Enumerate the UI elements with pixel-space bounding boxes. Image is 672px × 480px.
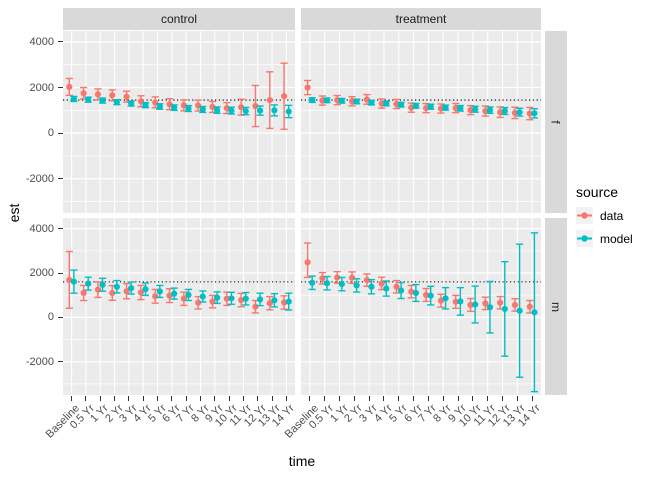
y-axis-title: est	[6, 203, 22, 223]
x-tick-mark	[85, 396, 87, 401]
facet-strip-m-label: m	[549, 301, 563, 312]
legend-label-data: data	[600, 208, 624, 223]
panel-control-m	[63, 218, 295, 395]
x-tick-mark	[71, 396, 73, 401]
y-tick-mark	[58, 316, 63, 318]
y-tick-mark	[58, 361, 63, 363]
y-tick-label: 2000	[29, 81, 54, 94]
legend-item-model: model	[576, 230, 633, 247]
x-tick-mark	[487, 396, 489, 401]
x-tick-mark	[398, 396, 400, 401]
panel-control-f	[63, 31, 295, 213]
x-tick-mark	[142, 396, 144, 401]
y-tick-mark	[58, 178, 63, 180]
panel-treatment-m	[301, 218, 541, 395]
plot-area-treatment-f	[301, 31, 541, 213]
y-tick-label: 0	[47, 311, 54, 324]
x-tick-mark	[285, 396, 287, 401]
y-tick-label: -2000	[25, 172, 54, 185]
pointrange-key-data-icon	[576, 207, 593, 224]
x-tick-mark	[353, 396, 355, 401]
y-tick-label: 4000	[29, 35, 54, 48]
x-tick-mark	[442, 396, 444, 401]
x-tick-mark	[99, 396, 101, 401]
y-tick-label: 0	[47, 127, 54, 140]
x-tick-mark	[157, 396, 159, 401]
x-tick-mark	[228, 396, 230, 401]
x-tick-mark	[114, 396, 116, 401]
facet-strip-f: f	[545, 31, 567, 213]
x-tick-mark	[257, 396, 259, 401]
facet-strip-treatment: treatment	[301, 8, 541, 30]
x-tick-mark	[368, 396, 370, 401]
legend: source data model	[576, 184, 633, 253]
facet-strip-control: control	[63, 8, 295, 30]
y-tick-label: -2000	[25, 355, 54, 368]
legend-item-data: data	[576, 207, 633, 224]
x-tick-mark	[271, 396, 273, 401]
panel-treatment-f	[301, 31, 541, 213]
x-tick-mark	[472, 396, 474, 401]
y-tick-mark	[58, 87, 63, 89]
y-tick-mark	[58, 228, 63, 230]
x-tick-mark	[214, 396, 216, 401]
facet-strip-f-label: f	[549, 120, 563, 124]
y-tick-mark	[58, 41, 63, 43]
x-tick-mark	[427, 396, 429, 401]
legend-label-model: model	[600, 231, 633, 246]
pointrange-key-model-icon	[576, 230, 593, 247]
x-tick-mark	[309, 396, 311, 401]
x-tick-mark	[185, 396, 187, 401]
x-tick-mark	[242, 396, 244, 401]
x-tick-mark	[501, 396, 503, 401]
plot-area-control-m	[63, 218, 295, 395]
x-tick-mark	[339, 396, 341, 401]
x-tick-mark	[324, 396, 326, 401]
y-tick-label: 2000	[29, 267, 54, 279]
y-tick-label: 4000	[29, 222, 54, 235]
legend-title: source	[576, 184, 619, 200]
x-tick-mark	[413, 396, 415, 401]
x-axis-title: time	[288, 453, 316, 469]
y-tick-mark	[58, 132, 63, 134]
y-tick-mark	[58, 272, 63, 274]
plot-area-control-f	[63, 31, 295, 213]
plot-area-treatment-m	[301, 218, 541, 395]
x-tick-mark	[128, 396, 130, 401]
x-tick-mark	[171, 396, 173, 401]
facet-strip-m: m	[545, 218, 567, 395]
x-tick-mark	[199, 396, 201, 401]
x-tick-mark	[531, 396, 533, 401]
x-tick-mark	[383, 396, 385, 401]
x-tick-mark	[516, 396, 518, 401]
x-tick-mark	[457, 396, 459, 401]
